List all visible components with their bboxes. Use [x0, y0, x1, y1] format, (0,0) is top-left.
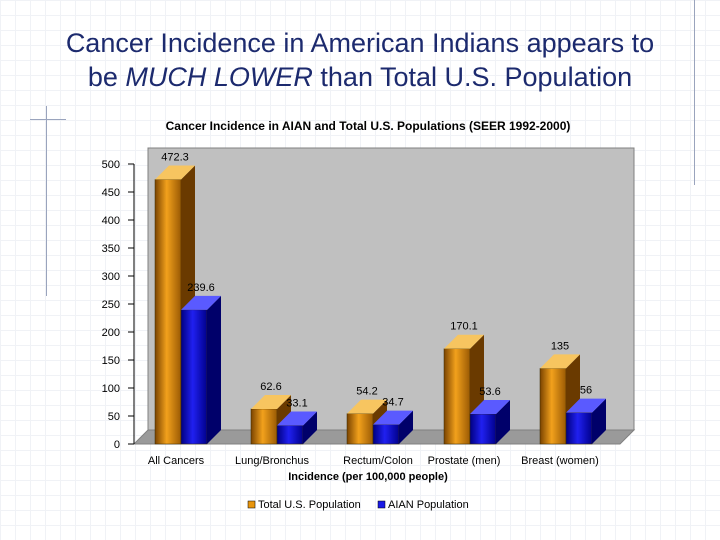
x-category-label: All Cancers: [148, 455, 205, 467]
bar-value-label: 472.3: [161, 152, 189, 164]
bar-top: [155, 165, 195, 180]
bar-top: [444, 334, 484, 349]
decor-right-line: [694, 0, 695, 185]
slide-title: Cancer Incidence in American Indians app…: [20, 26, 700, 94]
bar-front: [250, 408, 278, 445]
x-axis-label: Incidence (per 100,000 people): [288, 471, 448, 483]
bar-top: [277, 411, 317, 426]
bar-front: [443, 348, 471, 445]
chart-title: Cancer Incidence in AIAN and Total U.S. …: [166, 119, 571, 133]
x-category-label: Rectum/Colon: [343, 455, 413, 467]
bar-front: [154, 179, 182, 445]
y-tick-label: 500: [102, 159, 120, 171]
y-tick-label: 50: [108, 411, 120, 423]
bar-value-label: 33.1: [286, 397, 307, 409]
bar-value-label: 170.1: [450, 321, 478, 333]
bar-front: [346, 413, 374, 445]
bar-front: [180, 309, 208, 445]
bars-group: 472.3 239.6 62.6 33.1 54.2 34.7 170.1 53.6 135 56: [154, 152, 606, 445]
x-axis: All Cancers Lung/Bronchus Rectum/Colon Pros…: [148, 455, 599, 467]
bar-value-label: 62.6: [260, 381, 281, 393]
y-tick-label: 200: [102, 327, 120, 339]
bar-value-label: 135: [551, 340, 569, 352]
bar-aian-2: 34.7: [372, 397, 413, 445]
bar-top: [251, 394, 291, 409]
bar-value-label: 53.6: [479, 386, 500, 398]
bar-front: [372, 424, 400, 445]
bar-top: [373, 410, 413, 425]
decor-vertical-line: [46, 106, 47, 296]
slide-title-line2-post: than Total U.S. Population: [312, 62, 633, 92]
bar-top: [566, 398, 606, 413]
y-tick-label: 250: [102, 299, 120, 311]
bar-value-label: 34.7: [382, 397, 403, 409]
y-tick-label: 400: [102, 215, 120, 227]
bar-value-label: 54.2: [356, 386, 377, 398]
x-category-label: Breast (women): [521, 455, 599, 467]
slide-title-line2-pre: be: [87, 62, 126, 92]
legend-label: AIAN Population: [388, 499, 469, 511]
bar-top: [181, 295, 221, 310]
bar-front: [469, 413, 497, 445]
legend-label: Total U.S. Population: [258, 499, 361, 511]
x-category-label: Lung/Bronchus: [235, 455, 309, 467]
slide-title-line1: Cancer Incidence in American Indians app…: [65, 28, 655, 58]
bar-aian-4: 56: [565, 385, 606, 445]
legend-swatch: [377, 500, 386, 509]
bar-aian-3: 53.6: [469, 386, 510, 445]
bar-side: [399, 410, 413, 444]
slide-title-line2: be MUCH LOWER than Total U.S. Population: [20, 60, 700, 94]
bar-front: [565, 412, 593, 445]
bar-top: [540, 354, 580, 369]
bar-front: [276, 425, 304, 445]
y-axis: 0 50 100 150 200 250 300 350 400 450 500: [102, 159, 135, 451]
bar-total-us-3: 170.1: [443, 321, 484, 445]
bar-top: [470, 399, 510, 414]
legend: Total U.S. Population AIAN Population: [247, 499, 469, 511]
bar-aian-0: 239.6: [180, 282, 221, 445]
bar-aian-1: 33.1: [276, 397, 317, 445]
bar-front: [539, 368, 567, 445]
y-tick-label: 100: [102, 383, 120, 395]
y-tick-label: 450: [102, 187, 120, 199]
y-tick-label: 150: [102, 355, 120, 367]
x-category-label: Prostate (men): [428, 455, 501, 467]
bar-top: [347, 399, 387, 414]
bar-value-label: 56: [580, 385, 592, 397]
bar-side: [303, 411, 317, 444]
y-tick-label: 0: [114, 439, 120, 451]
bar-side: [496, 399, 510, 444]
y-tick-label: 300: [102, 271, 120, 283]
slide-title-emphasis: MUCH LOWER: [125, 62, 313, 92]
y-tick-label: 350: [102, 243, 120, 255]
legend-swatch: [247, 500, 256, 509]
bar-value-label: 239.6: [187, 282, 215, 294]
decor-horizontal-line: [30, 119, 66, 120]
bar-side: [207, 295, 221, 444]
bar-side: [592, 398, 606, 444]
